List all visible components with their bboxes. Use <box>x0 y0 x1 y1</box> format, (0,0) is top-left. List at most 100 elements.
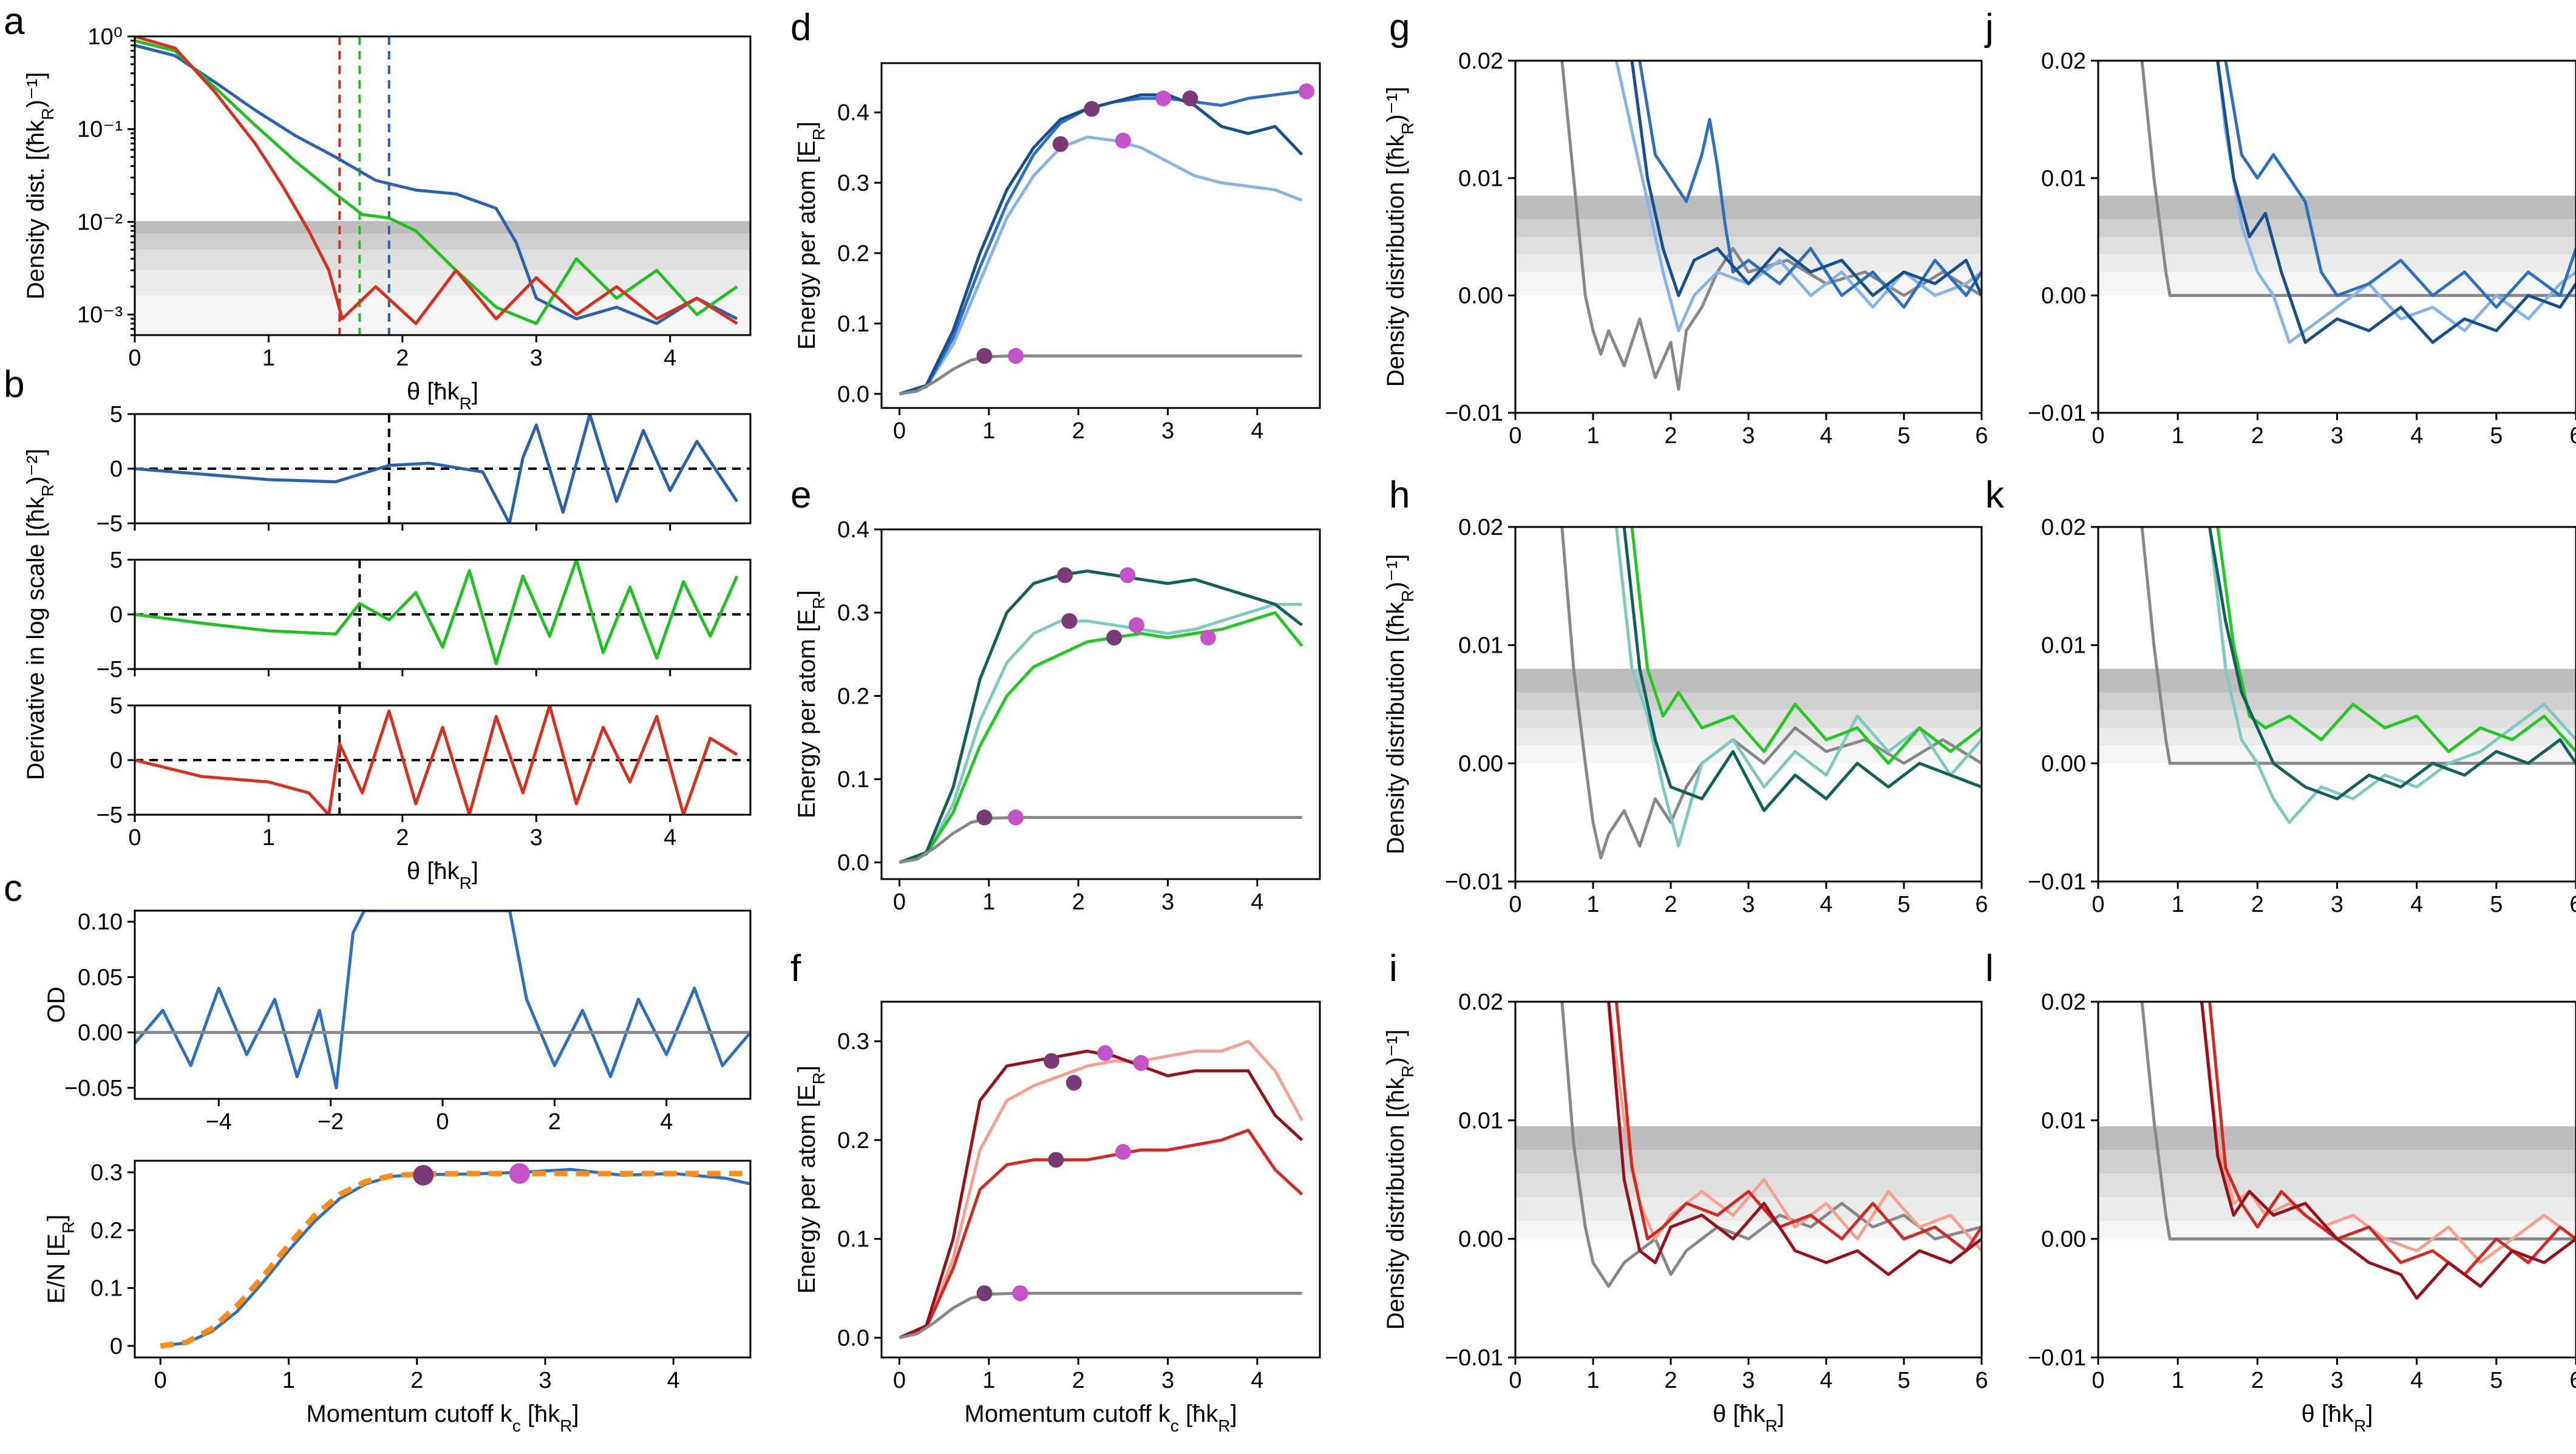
x-tick-label: 0 <box>2092 1368 2104 1393</box>
plot-area <box>135 705 750 815</box>
series-dark <box>1607 1002 1982 1276</box>
y-tick-label: 0.00 <box>1458 284 1503 309</box>
y-axis-label: Density dist. [(ħkR)⁻¹] <box>22 72 57 300</box>
series-green <box>1630 527 1982 765</box>
series-blue <box>135 44 738 325</box>
y-tick-label: 0.3 <box>837 600 869 626</box>
noise-band <box>1515 710 1982 728</box>
panel-label-e: e <box>790 474 811 516</box>
series-red <box>135 705 738 815</box>
panel-e: 0 1 2 3 4 0.0 0.1 0.2 0.3 0.4 Energy per atom [ER] <box>794 517 1321 915</box>
panel-c1: −4 −2 0 2 4 −0.05 0.00 0.05 0.10 OD <box>43 909 752 1135</box>
axes-frame <box>880 62 1321 409</box>
x-tick-label: 5 <box>1897 423 1910 449</box>
x-tick-label: 4 <box>1820 423 1832 449</box>
marker-point <box>1061 613 1078 629</box>
x-tick-label: −2 <box>318 1109 344 1135</box>
y-tick-label: 0.3 <box>90 1160 123 1186</box>
x-tick-label: 4 <box>1251 418 1263 444</box>
series-dark <box>2208 527 2576 801</box>
y-tick-label: 0.05 <box>78 965 123 990</box>
series-green <box>135 560 739 665</box>
y-axis-label: OD <box>43 987 70 1023</box>
plot-area <box>1515 527 1982 860</box>
x-tick-label: 1 <box>1586 892 1599 917</box>
series-green <box>899 611 1303 864</box>
series-dark <box>2200 1002 2576 1300</box>
y-axis-label: Density distribution [(ħkR)⁻¹] <box>1382 554 1417 855</box>
y-tick-label: −0.01 <box>1445 401 1503 426</box>
panel-label-j: j <box>1984 7 1994 49</box>
x-tick-label: 2 <box>396 825 409 851</box>
y-tick-label: −0.05 <box>64 1076 123 1101</box>
noise-band <box>135 221 750 234</box>
y-tick-label: 0.02 <box>1458 515 1503 540</box>
x-tick-label: 5 <box>2490 423 2503 449</box>
marker-point <box>1057 567 1073 583</box>
x-tick-label: 3 <box>1161 889 1174 915</box>
marker-point <box>1097 1045 1113 1061</box>
x-tick-label: 3 <box>2331 892 2343 917</box>
series-light <box>899 135 1303 396</box>
axes-frame <box>134 35 752 336</box>
y-tick-label: 0.1 <box>837 311 869 337</box>
axes-frame <box>134 1160 752 1359</box>
x-tick-label: 3 <box>2331 1368 2343 1393</box>
y-tick-label: 10⁰ <box>87 24 123 50</box>
noise-band <box>135 250 750 271</box>
y-tick-label: 0.3 <box>837 171 869 196</box>
marker-point <box>1065 1075 1082 1091</box>
y-tick-label: 0.4 <box>837 517 869 543</box>
noise-band <box>2098 710 2576 728</box>
y-axis-label: Energy per atom [ER] <box>794 121 828 350</box>
series-crimson <box>899 1129 1303 1339</box>
x-tick-label: 4 <box>2410 423 2423 449</box>
x-tick-label: 3 <box>530 825 543 851</box>
noise-band <box>2098 1221 2576 1239</box>
x-tick-label: 6 <box>2569 1368 2576 1393</box>
x-tick-label: 0 <box>2092 423 2104 449</box>
x-tick-label: 4 <box>1820 1368 1832 1393</box>
y-axis-label: Derivative in log scale [(ħkR)⁻²] <box>22 449 57 780</box>
x-tick-label: 2 <box>1664 892 1677 917</box>
x-tick-label: 3 <box>539 1368 551 1393</box>
x-tick-label: 3 <box>1161 1368 1174 1393</box>
y-axis-label: E/N [ER] <box>43 1215 78 1304</box>
plot-area <box>1515 1002 1982 1288</box>
y-axis-label: Density distribution [(ħkR)⁻¹] <box>1382 1030 1417 1330</box>
x-tick-label: 3 <box>1742 423 1755 449</box>
x-tick-label: 4 <box>660 1109 673 1135</box>
x-tick-label: 0 <box>1509 892 1521 917</box>
y-tick-label: −0.01 <box>2028 401 2086 426</box>
y-tick-label: 0.2 <box>90 1218 123 1243</box>
x-tick-label: 4 <box>2410 1368 2423 1393</box>
axes-frame <box>880 1000 1321 1359</box>
y-tick-label: −0.01 <box>1445 869 1503 895</box>
y-tick-label: 0.4 <box>837 100 869 126</box>
panel-label-f: f <box>790 948 801 990</box>
y-tick-label: 0.2 <box>837 241 869 267</box>
x-tick-label: 4 <box>664 825 676 851</box>
y-tick-label: 0.0 <box>837 851 869 876</box>
noise-band <box>2098 668 2576 693</box>
x-tick-label: 1 <box>2172 892 2184 917</box>
panel-a: 0 1 2 3 4 10⁻³ 10⁻² 10⁻¹ 10⁰ θ [ħkR] Density dist.… <box>22 24 752 413</box>
x-tick-label: 5 <box>1897 892 1910 917</box>
x-tick-label: 6 <box>1975 892 1988 917</box>
panel-l: 0 1 2 3 4 5 6 −0.01 0.00 0.01 0.02 θ [ħkR] <box>2028 990 2576 1435</box>
noise-band <box>1515 727 1982 746</box>
x-tick-label: 2 <box>2251 892 2264 917</box>
marker-point <box>976 809 993 826</box>
panel-label-l: l <box>1985 948 1994 990</box>
series-dark <box>1630 61 1982 297</box>
y-tick-label: 0.02 <box>2041 49 2086 74</box>
y-tick-label: 0.02 <box>1458 49 1503 74</box>
x-tick-label: 1 <box>1586 1368 1599 1393</box>
axes-frame <box>880 528 1321 880</box>
plot-area <box>135 36 750 335</box>
x-tick-label: 2 <box>1664 423 1677 449</box>
series-mid <box>2224 61 2576 309</box>
marker-point <box>1043 1053 1059 1069</box>
y-tick-label: 0.01 <box>2041 166 2086 191</box>
